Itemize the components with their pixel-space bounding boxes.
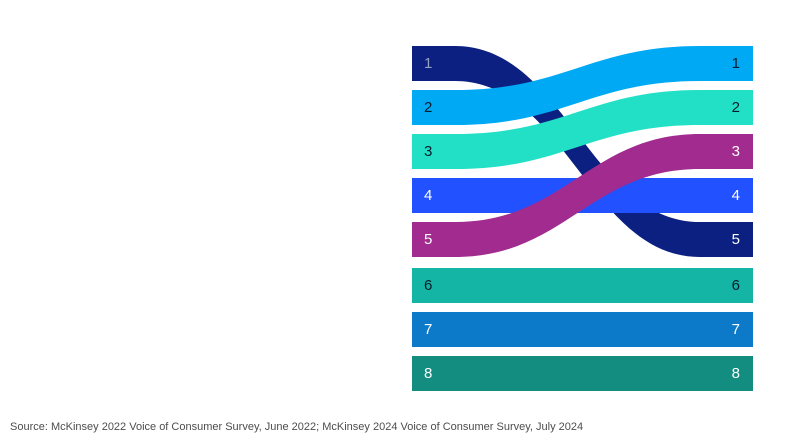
right-rank-label-1: 1 — [732, 55, 740, 72]
ribbon-rank-6-to-6 — [412, 268, 753, 303]
left-rank-label-4: 4 — [424, 187, 432, 204]
left-rank-label-7: 7 — [424, 321, 432, 338]
ribbon-rank-5-to-3 — [412, 134, 753, 257]
right-rank-label-7: 7 — [732, 321, 740, 338]
rank-label-group: 1 5 2 1 3 2 4 4 5 3 6 6 7 7 8 8 — [424, 55, 740, 382]
ribbon-rank-2-to-1 — [412, 46, 753, 125]
ribbon-group — [412, 46, 753, 391]
right-rank-label-3: 3 — [732, 143, 740, 160]
left-rank-label-6: 6 — [424, 277, 432, 294]
right-rank-label-4: 4 — [732, 187, 740, 204]
ribbon-rank-1-to-5 — [412, 46, 753, 257]
left-rank-label-5: 5 — [424, 231, 432, 248]
ribbon-rank-8-to-8 — [412, 356, 753, 391]
left-rank-label-2: 2 — [424, 99, 432, 116]
right-rank-label-6: 6 — [732, 277, 740, 294]
source-note: Source: McKinsey 2022 Voice of Consumer … — [10, 421, 584, 433]
left-rank-label-3: 3 — [424, 143, 432, 160]
right-rank-label-8: 8 — [732, 365, 740, 382]
left-rank-label-1: 1 — [424, 55, 432, 72]
left-rank-label-8: 8 — [424, 365, 432, 382]
right-rank-label-5: 5 — [732, 231, 740, 248]
ribbon-rank-7-to-7 — [412, 312, 753, 347]
right-rank-label-2: 2 — [732, 99, 740, 116]
ribbon-rank-3-to-2 — [412, 90, 753, 169]
